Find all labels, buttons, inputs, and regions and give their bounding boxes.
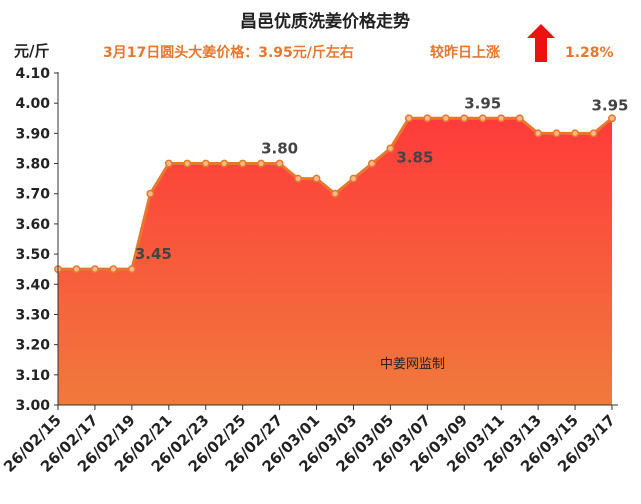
- data-label: 3.95: [464, 94, 501, 112]
- data-point: [109, 265, 118, 274]
- y-tick-label: 4.00: [15, 96, 50, 112]
- data-point: [127, 265, 136, 274]
- data-point: [257, 159, 266, 168]
- data-point: [515, 114, 524, 123]
- data-point: [386, 144, 395, 153]
- y-tick-label: 3.00: [15, 398, 50, 414]
- data-point: [608, 114, 616, 123]
- data-point: [72, 265, 81, 274]
- data-label: 3.85: [396, 148, 433, 166]
- y-tick-label: 3.90: [15, 126, 50, 142]
- chart-title: 昌邑优质洗姜价格走势: [240, 11, 410, 32]
- y-tick-label: 3.10: [15, 368, 50, 384]
- data-point: [220, 159, 229, 168]
- y-tick-label: 3.40: [15, 277, 50, 293]
- data-point: [349, 174, 358, 183]
- y-axis: 3.00 3.10 3.20 3.30 3.40 3.50 3.60 3.70 3.80 3.90…: [15, 66, 58, 414]
- change-label: 较昨日上涨: [430, 44, 500, 61]
- data-label: 3.45: [135, 245, 172, 263]
- data-point: [90, 265, 99, 274]
- y-tick-label: 3.80: [15, 157, 50, 173]
- up-arrow-icon: [527, 24, 555, 62]
- y-axis-unit: 元/斤: [14, 42, 49, 60]
- plot-area: 3.45 3.80 3.85 3.95 3.95: [54, 72, 629, 406]
- data-point: [534, 129, 543, 138]
- data-point: [183, 159, 192, 168]
- data-point: [367, 159, 376, 168]
- data-point: [571, 129, 580, 138]
- y-tick-label: 4.10: [15, 66, 50, 82]
- data-point: [589, 129, 598, 138]
- watermark: 中姜网监制: [380, 357, 445, 372]
- data-point: [497, 114, 506, 123]
- data-point: [238, 159, 247, 168]
- data-point: [331, 189, 339, 198]
- data-point: [423, 114, 432, 123]
- change-value: 1.28%: [565, 45, 614, 61]
- data-point: [275, 159, 284, 168]
- y-tick-label: 3.60: [15, 217, 50, 233]
- data-point: [552, 129, 561, 138]
- y-tick-label: 3.30: [15, 307, 50, 323]
- y-tick-label: 3.70: [15, 187, 50, 203]
- data-label: 3.80: [261, 140, 298, 158]
- data-point: [404, 114, 413, 123]
- y-tick-label: 3.20: [15, 338, 50, 354]
- data-point: [441, 114, 450, 123]
- area-fill: [58, 118, 612, 405]
- y-tick-label: 3.50: [15, 247, 50, 263]
- data-point: [460, 114, 469, 123]
- data-point: [146, 189, 155, 198]
- data-point: [164, 159, 173, 168]
- x-axis: 26/02/1526/02/1726/02/1926/02/2126/02/23…: [0, 405, 619, 476]
- data-point: [478, 114, 487, 123]
- data-point: [294, 174, 303, 183]
- chart-subtitle: 3月17日圆头大姜价格：3.95元/斤左右: [103, 44, 354, 61]
- data-label: 3.95: [591, 96, 628, 114]
- data-point: [201, 159, 210, 168]
- data-point: [312, 174, 321, 183]
